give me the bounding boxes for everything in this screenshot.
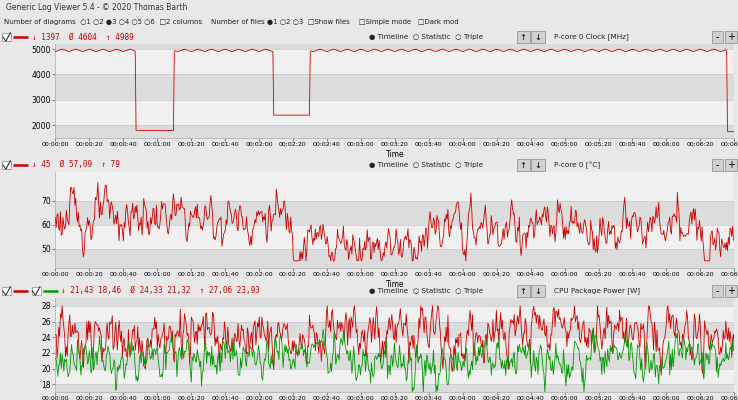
Bar xyxy=(2,287,11,295)
Bar xyxy=(55,172,734,201)
FancyBboxPatch shape xyxy=(712,286,723,297)
Text: ● Timeline  ○ Statistic  ○ Triple: ● Timeline ○ Statistic ○ Triple xyxy=(369,288,483,294)
Text: +: + xyxy=(727,160,735,170)
Bar xyxy=(2,33,11,41)
FancyBboxPatch shape xyxy=(712,31,723,43)
Text: P-core 0 [°C]: P-core 0 [°C] xyxy=(554,161,599,169)
FancyBboxPatch shape xyxy=(517,159,530,170)
Text: ↓ 45  Ø 57,09  ↑ 79: ↓ 45 Ø 57,09 ↑ 79 xyxy=(32,160,120,170)
FancyBboxPatch shape xyxy=(531,286,545,297)
X-axis label: Time: Time xyxy=(385,280,404,289)
FancyBboxPatch shape xyxy=(712,159,723,170)
FancyBboxPatch shape xyxy=(531,159,545,170)
FancyBboxPatch shape xyxy=(725,286,737,297)
Bar xyxy=(55,100,734,125)
Text: -: - xyxy=(716,286,720,296)
Text: ● Timeline  ○ Statistic  ○ Triple: ● Timeline ○ Statistic ○ Triple xyxy=(369,162,483,168)
Bar xyxy=(55,201,734,225)
Text: Number of diagrams  ○1 ○2 ●3 ○4 ○5 ○6  □2 columns    Number of files ●1 ○2 ○3  □: Number of diagrams ○1 ○2 ●3 ○4 ○5 ○6 □2 … xyxy=(4,19,458,25)
Text: Generic Log Viewer 5.4 - © 2020 Thomas Barth: Generic Log Viewer 5.4 - © 2020 Thomas B… xyxy=(6,3,187,12)
Bar xyxy=(55,125,734,138)
Bar xyxy=(55,44,734,49)
Bar xyxy=(55,322,734,337)
Text: ↓: ↓ xyxy=(534,32,542,42)
Text: -: - xyxy=(716,160,720,170)
Text: ↓ 21,43 18,46  Ø 24,33 21,32  ↑ 27,06 23,93: ↓ 21,43 18,46 Ø 24,33 21,32 ↑ 27,06 23,9… xyxy=(61,286,260,296)
Text: +: + xyxy=(727,32,735,42)
Bar xyxy=(55,298,734,306)
Bar xyxy=(55,74,734,100)
Bar xyxy=(55,337,734,353)
Text: ↑: ↑ xyxy=(520,286,527,296)
Bar xyxy=(55,353,734,368)
FancyBboxPatch shape xyxy=(725,31,737,43)
Text: +: + xyxy=(727,286,735,296)
FancyBboxPatch shape xyxy=(531,31,545,43)
Text: CPU Package Power [W]: CPU Package Power [W] xyxy=(554,288,640,294)
Bar xyxy=(55,249,734,268)
Bar xyxy=(55,368,734,384)
Bar xyxy=(55,384,734,392)
Text: ↓: ↓ xyxy=(534,160,542,170)
Bar xyxy=(2,161,11,169)
Text: ↑: ↑ xyxy=(520,160,527,170)
Bar xyxy=(32,287,41,295)
Text: ↓: ↓ xyxy=(534,286,542,296)
Text: ↓ 1397  Ø 4604  ↑ 4989: ↓ 1397 Ø 4604 ↑ 4989 xyxy=(32,32,134,42)
X-axis label: Time: Time xyxy=(385,150,404,159)
Bar xyxy=(55,49,734,74)
Text: -: - xyxy=(716,32,720,42)
Text: ● Timeline  ○ Statistic  ○ Triple: ● Timeline ○ Statistic ○ Triple xyxy=(369,34,483,40)
Text: ↑: ↑ xyxy=(520,32,527,42)
FancyBboxPatch shape xyxy=(517,31,530,43)
Bar xyxy=(55,306,734,322)
FancyBboxPatch shape xyxy=(517,286,530,297)
Text: P-core 0 Clock [MHz]: P-core 0 Clock [MHz] xyxy=(554,34,628,40)
FancyBboxPatch shape xyxy=(725,159,737,170)
Bar xyxy=(55,225,734,249)
